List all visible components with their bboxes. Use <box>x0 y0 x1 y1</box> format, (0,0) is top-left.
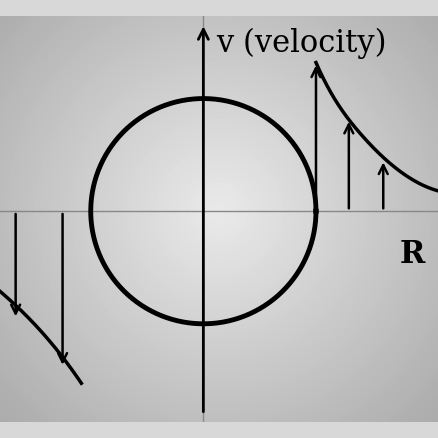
Circle shape <box>13 5 425 418</box>
Circle shape <box>173 165 265 257</box>
Circle shape <box>81 74 357 349</box>
Circle shape <box>41 33 397 389</box>
Circle shape <box>202 194 236 228</box>
Circle shape <box>35 28 403 395</box>
Circle shape <box>127 120 311 303</box>
Circle shape <box>93 85 345 337</box>
Circle shape <box>145 137 293 286</box>
Circle shape <box>139 131 299 291</box>
Circle shape <box>162 154 276 268</box>
Circle shape <box>104 96 334 326</box>
Circle shape <box>116 108 322 314</box>
Circle shape <box>1 0 437 429</box>
Circle shape <box>133 125 305 297</box>
Circle shape <box>24 16 414 406</box>
Circle shape <box>53 45 385 378</box>
Circle shape <box>18 11 420 412</box>
Circle shape <box>64 57 374 366</box>
Circle shape <box>99 91 339 332</box>
Circle shape <box>179 171 259 251</box>
Circle shape <box>156 148 282 274</box>
Circle shape <box>167 159 271 263</box>
Circle shape <box>76 68 362 355</box>
Circle shape <box>47 39 391 383</box>
Circle shape <box>87 79 351 343</box>
Text: v (velocity): v (velocity) <box>216 28 386 60</box>
Circle shape <box>58 50 380 372</box>
Circle shape <box>121 114 317 309</box>
Circle shape <box>208 200 230 223</box>
Circle shape <box>191 183 247 240</box>
Circle shape <box>110 102 328 320</box>
Text: R: R <box>400 239 425 270</box>
Circle shape <box>7 0 431 424</box>
Circle shape <box>70 62 368 360</box>
Circle shape <box>30 22 408 400</box>
Circle shape <box>150 142 288 280</box>
Circle shape <box>213 205 225 217</box>
Circle shape <box>184 177 254 246</box>
Circle shape <box>196 188 242 234</box>
